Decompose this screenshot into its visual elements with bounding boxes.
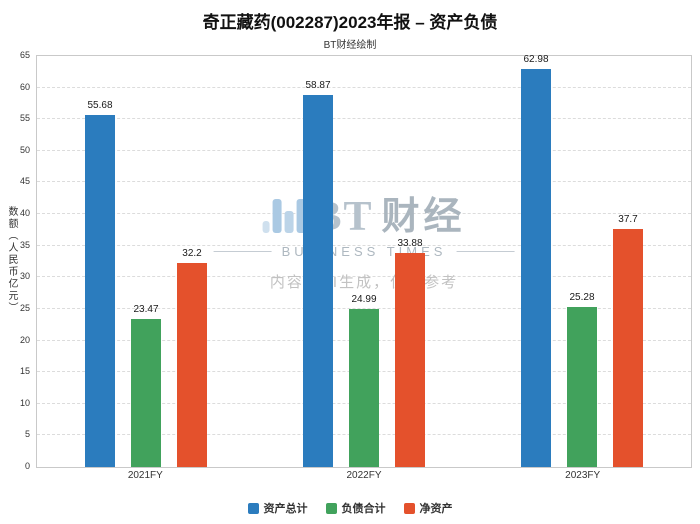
bar-value-label: 23.47	[133, 303, 159, 315]
bar-value-label: 58.87	[305, 79, 331, 91]
bar-wrap: 37.7	[613, 214, 643, 467]
x-tick-label: 2021FY	[127, 470, 163, 481]
gridline	[37, 118, 691, 120]
bar-value-label: 55.68	[87, 99, 113, 111]
bar-wrap: 58.87	[303, 80, 333, 467]
y-axis-label: 数额（人民币亿元）	[6, 206, 17, 314]
bar-group-2023FY: 62.98 25.28 37.7	[473, 54, 691, 467]
bar-wrap: 23.47	[131, 304, 161, 467]
bar-净资产-2022FY	[395, 252, 425, 467]
x-tick-label: 2022FY	[346, 470, 382, 481]
bar-资产总计-2022FY	[303, 94, 333, 467]
chart-title: 奇正藏药(002287)2023年报 – 资产负债	[202, 13, 498, 32]
legend: 资产总计 负债合计 净资产	[0, 500, 700, 516]
legend-item-资产总计: 资产总计	[247, 500, 308, 516]
bar-wrap: 25.28	[567, 292, 597, 467]
bar-wrap: 24.99	[349, 294, 379, 467]
gridline	[37, 181, 691, 183]
x-labels: 2021FY 2022FY 2023FY	[36, 470, 692, 481]
y-tick-label: 45	[19, 176, 30, 187]
bar-group-2022FY: 58.87 24.99 33.88	[255, 56, 473, 467]
legend-label: 资产总计	[263, 503, 308, 515]
bar-wrap: 55.68	[85, 100, 115, 467]
gridline	[37, 244, 691, 246]
y-ticks: 0 5 10 15 20 25 30 35 40 45 50 55 60 65	[4, 50, 32, 471]
bar-负债合计-2021FY	[131, 318, 161, 467]
y-tick-label: 25	[19, 302, 30, 313]
plot-area: BT 财经 BUSINESS TIMES 内容由AI生成，仅供参考 55.68 2…	[36, 54, 692, 468]
bar-value-label: 62.98	[523, 53, 549, 65]
bar-value-label: 25.28	[569, 292, 595, 304]
bar-wrap: 33.88	[395, 238, 425, 467]
gridline	[37, 86, 691, 88]
legend-swatch	[247, 502, 259, 514]
legend-swatch	[325, 502, 337, 514]
bar-value-label: 32.2	[182, 248, 202, 260]
y-tick-label: 20	[19, 334, 30, 345]
bar-净资产-2021FY	[177, 263, 207, 467]
legend-item-净资产: 净资产	[403, 500, 453, 516]
x-tick-label: 2023FY	[565, 470, 601, 481]
y-tick-label: 55	[19, 113, 30, 124]
chart-subtitle: BT财经绘制	[323, 40, 377, 51]
legend-item-负债合计: 负债合计	[325, 500, 386, 516]
bar-资产总计-2021FY	[85, 114, 115, 467]
bar-wrap: 32.2	[177, 248, 207, 467]
y-tick-label: 30	[19, 271, 30, 282]
bar-净资产-2023FY	[613, 228, 643, 467]
y-tick-label: 5	[24, 429, 30, 440]
bar-wrap: 62.98	[521, 54, 551, 467]
y-tick-label: 35	[19, 239, 30, 250]
y-tick-label: 50	[19, 144, 30, 155]
legend-swatch	[403, 502, 415, 514]
y-tick-label: 60	[19, 81, 30, 92]
bar-负债合计-2023FY	[567, 307, 597, 467]
bar-资产总计-2023FY	[521, 68, 551, 467]
legend-label: 负债合计	[341, 503, 386, 515]
gridline	[37, 213, 691, 215]
bar-value-label: 24.99	[351, 294, 377, 305]
bar-value-label: 37.7	[618, 213, 638, 225]
bar-value-label: 33.88	[397, 237, 423, 249]
legend-label: 净资产	[419, 503, 453, 515]
y-tick-label: 0	[24, 461, 30, 471]
y-tick-label: 40	[19, 208, 30, 219]
gridline	[37, 276, 691, 278]
bar-group-2021FY: 55.68 23.47 32.2	[37, 56, 255, 467]
bar-负债合计-2022FY	[349, 309, 379, 467]
gridline	[37, 307, 691, 309]
y-tick-label: 10	[19, 397, 30, 408]
y-tick-label: 15	[19, 366, 30, 377]
bar-groups: 55.68 23.47 32.2 58.87 24.99 33.88 62.98 25.28 3…	[37, 54, 691, 467]
gridline	[37, 149, 691, 151]
y-tick-label: 65	[19, 50, 30, 60]
